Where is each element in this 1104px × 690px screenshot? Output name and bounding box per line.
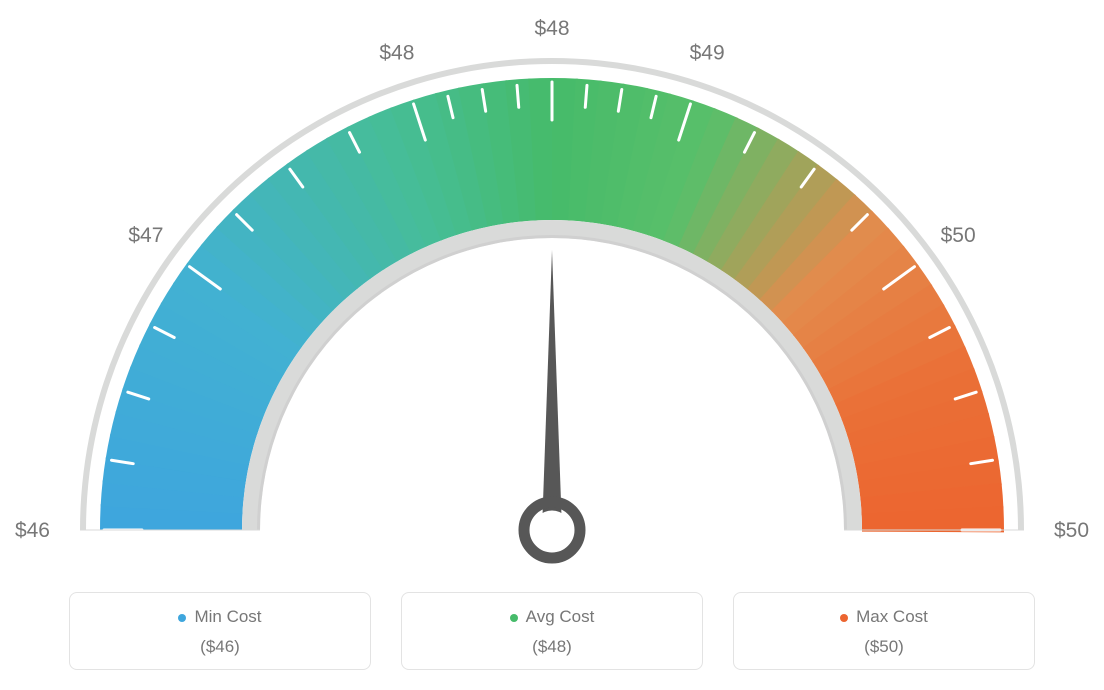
legend-min-dot: [178, 614, 186, 622]
legend-min-label: Min Cost: [194, 607, 261, 626]
axis-label: $48: [379, 42, 414, 65]
legend-avg-label: Avg Cost: [526, 607, 595, 626]
axis-label: $50: [941, 224, 976, 247]
legend-max-dot: [840, 614, 848, 622]
legend-max-value: ($50): [734, 637, 1034, 657]
legend-avg-value: ($48): [402, 637, 702, 657]
legend-row: Min Cost ($46) Avg Cost ($48) Max Cost (…: [0, 592, 1104, 670]
axis-label: $50: [1054, 519, 1089, 542]
legend-max-title: Max Cost: [734, 607, 1034, 627]
axis-label: $46: [15, 519, 50, 542]
legend-avg-title: Avg Cost: [402, 607, 702, 627]
legend-card-min: Min Cost ($46): [69, 592, 371, 670]
legend-max-label: Max Cost: [856, 607, 928, 626]
axis-label: $48: [534, 17, 569, 40]
legend-min-value: ($46): [70, 637, 370, 657]
gauge-chart-container: $46 $47 $48 $48 $49 $50 $50 Min Cost ($46) Avg…: [0, 0, 1104, 690]
legend-min-title: Min Cost: [70, 607, 370, 627]
axis-label: $47: [128, 224, 163, 247]
legend-card-max: Max Cost ($50): [733, 592, 1035, 670]
legend-avg-dot: [510, 614, 518, 622]
needle: [524, 250, 580, 558]
legend-card-avg: Avg Cost ($48): [401, 592, 703, 670]
axis-label: $49: [690, 42, 725, 65]
gauge-svg: $46 $47 $48 $48 $49 $50 $50: [0, 0, 1104, 580]
gauge-area: $46 $47 $48 $48 $49 $50 $50: [0, 0, 1104, 580]
